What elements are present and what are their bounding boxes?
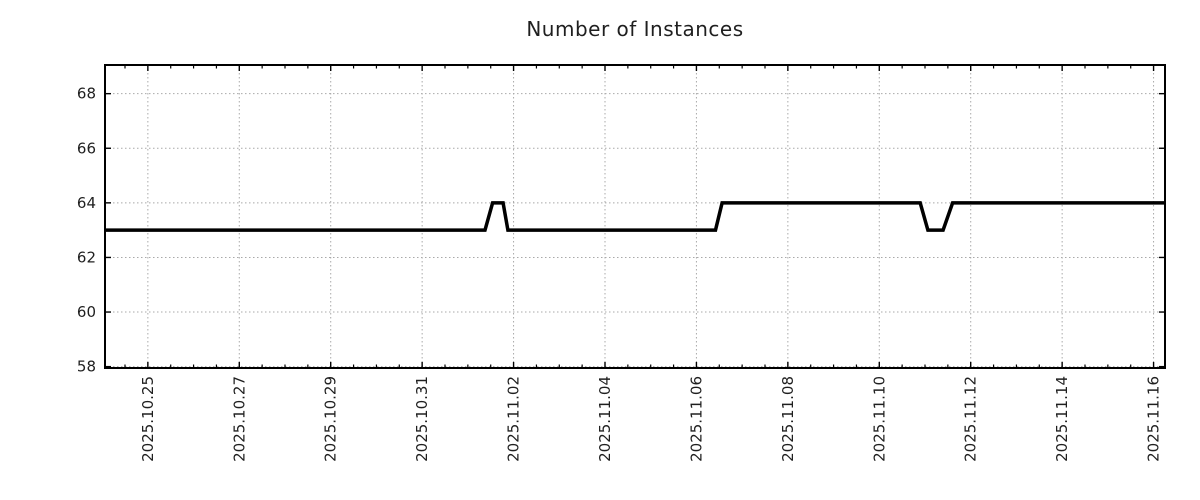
x-tick-label: 2025.10.31: [413, 376, 431, 462]
data-line: [105, 201, 1165, 232]
x-tick-label: 2025.11.16: [1145, 376, 1163, 462]
x-tick-label: 2025.11.06: [687, 376, 705, 462]
y-tick-label: 62: [77, 248, 96, 266]
x-tick-label: 2025.11.10: [870, 376, 888, 462]
chart-title: Number of Instances: [526, 17, 744, 41]
x-tick-label: 2025.11.04: [596, 376, 614, 462]
y-tick-label: 66: [77, 139, 96, 157]
x-tick-label: 2025.10.25: [139, 376, 157, 462]
x-tick-label: 2025.10.29: [322, 376, 340, 462]
y-tick-label: 68: [77, 85, 96, 103]
x-tick-label: 2025.11.14: [1053, 376, 1071, 462]
x-tick-label: 2025.11.12: [962, 376, 980, 462]
x-tick-label: 2025.11.08: [779, 376, 797, 462]
y-tick-label: 58: [77, 358, 96, 376]
y-tick-label: 64: [77, 194, 96, 212]
x-tick-label: 2025.10.27: [230, 376, 248, 462]
plot-border: [104, 64, 1166, 369]
x-tick-label: 2025.11.02: [505, 376, 523, 462]
y-tick-label: 60: [77, 303, 96, 321]
